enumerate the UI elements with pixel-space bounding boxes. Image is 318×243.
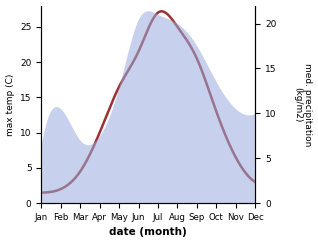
- X-axis label: date (month): date (month): [109, 227, 187, 237]
- Y-axis label: med. precipitation
(kg/m2): med. precipitation (kg/m2): [293, 63, 313, 146]
- Y-axis label: max temp (C): max temp (C): [5, 73, 15, 136]
